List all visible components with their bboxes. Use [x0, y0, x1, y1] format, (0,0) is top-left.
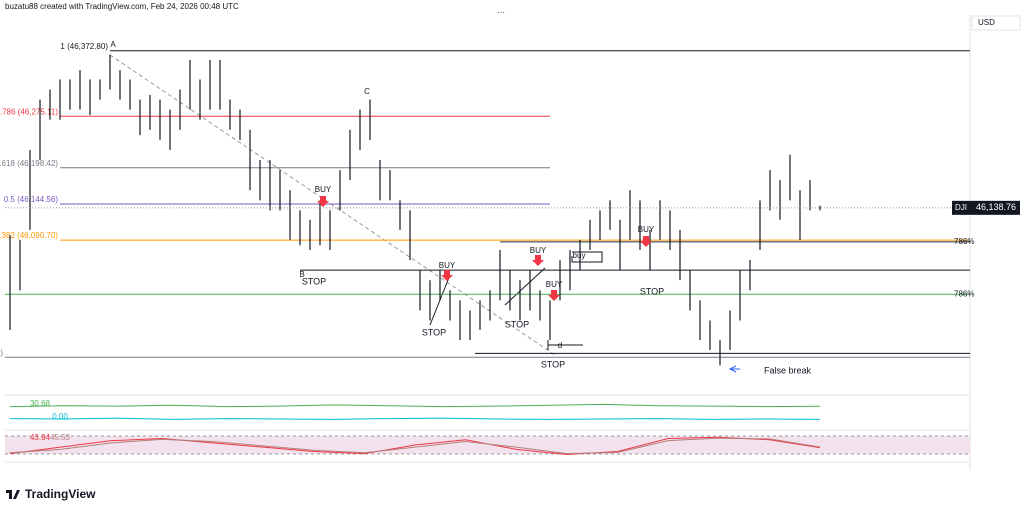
indicator-line [9, 436, 821, 456]
buy-arrow [640, 236, 652, 247]
annotation: BUY [439, 261, 456, 270]
rsi-band [5, 436, 970, 454]
buy-arrow [441, 270, 453, 281]
annotation: B [299, 270, 304, 279]
symbol: DJI [955, 203, 967, 212]
indicator-value: 30.68 [30, 399, 51, 408]
annotation: BUY [546, 280, 563, 289]
logo-mark [6, 490, 20, 499]
buy-arrow [532, 255, 544, 266]
annotation: STOP [640, 286, 664, 296]
indicator-value: 0.00 [52, 412, 68, 421]
annotation: C [364, 87, 370, 96]
annotation: STOP [302, 276, 326, 286]
logo: TradingView [6, 487, 96, 501]
range-marker [547, 251, 603, 350]
trend-line [504, 267, 546, 306]
annotation: False break [764, 365, 812, 375]
annotation: d [558, 341, 562, 350]
last-price: 46,138.76 [976, 202, 1016, 212]
annotation: BUY [638, 225, 655, 234]
fib-label: 0 (45,916.32) [0, 348, 3, 357]
currency-box [971, 15, 1021, 31]
annotation: BUY [315, 185, 332, 194]
price-tag [972, 200, 1020, 215]
brand: TradingView [25, 487, 96, 501]
fib-label: 1 (46,372.80) [60, 42, 108, 51]
indicator-line [9, 437, 821, 455]
level-label: 786% [954, 237, 974, 246]
fib-label: 0.5 (46,144.56) [4, 195, 59, 204]
indicator-line [9, 403, 821, 408]
fib-label: 0.786 (46,275.11) [0, 107, 58, 116]
dots: ··· [497, 8, 505, 17]
annotation: A [110, 40, 116, 49]
fib-trend-line [109, 54, 556, 356]
level-label: 786% [954, 289, 974, 298]
indicator-value: 43.94 [30, 433, 51, 442]
buy-arrow [548, 290, 560, 301]
currency: USD [978, 18, 995, 27]
author-line: buzatu88 created with TradingView.com, F… [5, 2, 239, 11]
fib-label: 0.618 (46,198.42) [0, 159, 58, 168]
indicator-value: 45.53 [50, 433, 71, 442]
false-break-arrow [728, 365, 740, 373]
buy-arrow [317, 196, 329, 207]
symbol-tag [952, 200, 972, 215]
annotation: STOP [541, 359, 565, 369]
annotation: STOP [505, 319, 529, 329]
indicator-line [9, 417, 821, 420]
annotation: STOP [422, 327, 446, 337]
fib-label: 0.382 (46,090.70) [0, 231, 58, 240]
annotation: BUY [530, 246, 547, 255]
annotation: buy [573, 251, 586, 260]
